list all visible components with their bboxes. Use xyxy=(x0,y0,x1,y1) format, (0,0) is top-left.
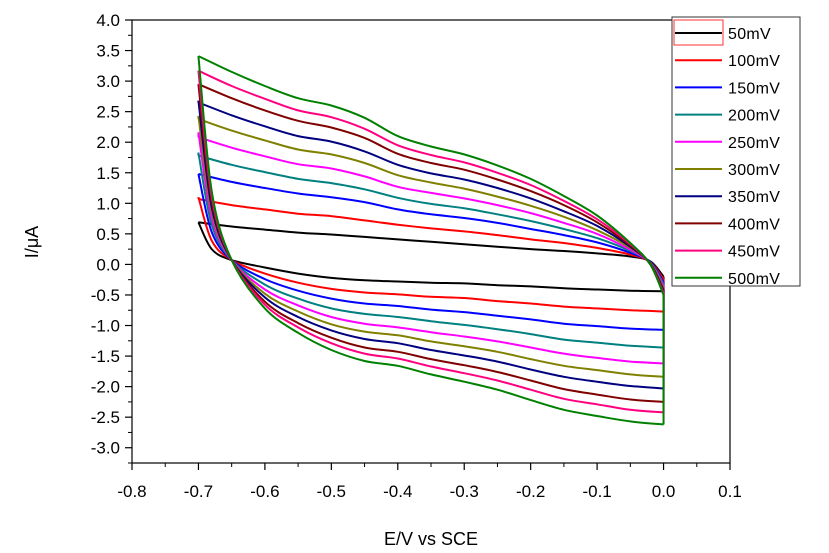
y-tick-label: -2.0 xyxy=(91,378,120,397)
y-axis-title: I/μA xyxy=(22,226,42,258)
y-tick-label: -1.0 xyxy=(91,317,120,336)
series-line-anodic xyxy=(198,173,665,283)
series-line-cathodic xyxy=(197,84,664,403)
y-tick-label: -2.5 xyxy=(91,408,120,427)
series-line-anodic xyxy=(197,55,665,296)
series-500mV xyxy=(197,55,665,426)
x-tick-label: -0.1 xyxy=(582,482,611,501)
series-line-anodic xyxy=(197,69,665,294)
y-tick-label: -0.5 xyxy=(91,286,120,305)
legend-item: 100mV xyxy=(675,53,780,70)
y-tick-label: 1.0 xyxy=(96,194,120,213)
legend-item: 50mV xyxy=(675,26,771,43)
legend-item: 350mV xyxy=(675,189,780,206)
x-tick-label: -0.8 xyxy=(117,482,146,501)
x-tick-label: -0.2 xyxy=(516,482,545,501)
y-tick-label: -3.0 xyxy=(91,439,120,458)
legend-item: 450mV xyxy=(675,244,780,261)
legend-item: 250mV xyxy=(675,135,780,152)
legend-box xyxy=(671,16,801,287)
legend-item: 200mV xyxy=(675,108,780,125)
series-line-cathodic xyxy=(197,100,664,390)
series-line-anodic xyxy=(198,118,665,289)
y-tick-label: -1.5 xyxy=(91,347,120,366)
series-line-anodic xyxy=(198,221,665,278)
series-line-cathodic xyxy=(197,55,664,426)
legend-label: 50mV xyxy=(728,26,771,43)
series-line-anodic xyxy=(198,198,665,280)
x-axis-title: E/V vs SCE xyxy=(384,529,478,549)
x-tick-label: -0.5 xyxy=(317,482,346,501)
legend-label: 100mV xyxy=(728,53,780,70)
legend-item: 150mV xyxy=(675,80,780,97)
y-axis: 4.0 3.5 3.0 2.5 2.0 1.5 1.0 0.5 0.0 -0.5 -1.0 -1.5 -… xyxy=(91,11,132,464)
legend-item: 400mV xyxy=(675,216,780,233)
series-line-cathodic xyxy=(197,173,664,331)
legend-label: 300mV xyxy=(728,162,780,179)
y-tick-label: 1.5 xyxy=(96,164,120,183)
series-line-anodic xyxy=(198,136,665,287)
x-tick-label: -0.6 xyxy=(250,482,279,501)
series-400mV xyxy=(197,83,665,403)
x-tick-label: -0.4 xyxy=(383,482,412,501)
series-line-cathodic xyxy=(197,152,664,349)
y-tick-label: 4.0 xyxy=(96,11,120,30)
x-tick-label: 0.0 xyxy=(652,482,676,501)
legend-label: 450mV xyxy=(728,244,780,261)
series-line-cathodic xyxy=(197,221,664,293)
legend-label: 200mV xyxy=(728,108,780,125)
x-tick-label: 0.1 xyxy=(718,482,742,501)
y-tick-label: 3.0 xyxy=(96,72,120,91)
x-tick-label: -0.3 xyxy=(450,482,479,501)
x-tick-label: -0.7 xyxy=(184,482,213,501)
x-axis: -0.8 -0.7 -0.6 -0.5 -0.4 -0.3 -0.2 -0.1 0.0 0.1 xyxy=(117,463,742,501)
legend-item: 500mV xyxy=(675,271,780,288)
legend-item: 300mV xyxy=(675,162,780,179)
legend-label: 500mV xyxy=(728,271,780,288)
series-layer xyxy=(197,55,665,426)
series-line-cathodic xyxy=(197,196,664,313)
legend-label: 400mV xyxy=(728,216,780,233)
series-line-anodic xyxy=(198,101,665,291)
y-tick-label: 0.0 xyxy=(96,255,120,274)
legend-label: 350mV xyxy=(728,189,780,206)
legend-selection-box xyxy=(673,19,724,46)
legend-label: 150mV xyxy=(728,80,780,97)
y-tick-label: 2.0 xyxy=(96,133,120,152)
series-150mV xyxy=(197,173,665,331)
legend-label: 250mV xyxy=(728,135,780,152)
y-tick-label: 3.5 xyxy=(96,42,120,61)
legend: 50mV 100mV 150mV 200mV 250mV 300mV 350mV 400mV 4… xyxy=(671,16,801,288)
y-tick-label: 0.5 xyxy=(96,225,120,244)
series-line-anodic xyxy=(198,83,665,293)
series-350mV xyxy=(197,100,665,390)
series-line-anodic xyxy=(198,154,665,285)
y-tick-label: 2.5 xyxy=(96,103,120,122)
